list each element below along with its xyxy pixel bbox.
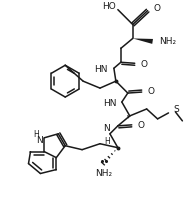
Text: HO: HO bbox=[102, 2, 116, 11]
Text: HN: HN bbox=[94, 65, 108, 74]
Text: N: N bbox=[103, 124, 110, 133]
Text: O: O bbox=[148, 87, 155, 96]
Text: O: O bbox=[154, 4, 161, 13]
Text: NH₂: NH₂ bbox=[160, 37, 177, 46]
Text: O: O bbox=[141, 60, 148, 69]
Polygon shape bbox=[127, 115, 130, 119]
Text: NH₂: NH₂ bbox=[95, 169, 113, 178]
Text: H: H bbox=[34, 130, 39, 139]
Text: H: H bbox=[104, 137, 110, 146]
Text: N: N bbox=[36, 136, 42, 145]
Text: S: S bbox=[173, 105, 179, 115]
Text: HN: HN bbox=[103, 99, 117, 109]
Polygon shape bbox=[133, 39, 153, 44]
Text: O: O bbox=[138, 121, 145, 130]
